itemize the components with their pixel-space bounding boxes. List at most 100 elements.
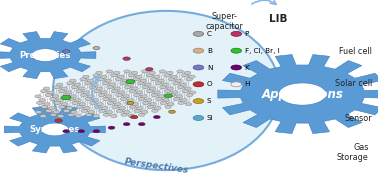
Polygon shape xyxy=(32,49,59,62)
Circle shape xyxy=(147,105,153,108)
Ellipse shape xyxy=(53,11,280,170)
Circle shape xyxy=(66,107,73,110)
Circle shape xyxy=(174,98,180,101)
Circle shape xyxy=(88,111,95,114)
Circle shape xyxy=(173,82,179,85)
Circle shape xyxy=(112,105,118,108)
Text: S: S xyxy=(207,98,211,104)
Circle shape xyxy=(145,83,152,86)
Circle shape xyxy=(48,91,54,94)
Circle shape xyxy=(80,78,87,81)
Text: Gas
Storage: Gas Storage xyxy=(337,143,369,162)
Circle shape xyxy=(41,105,48,108)
Circle shape xyxy=(124,111,130,114)
Circle shape xyxy=(57,99,64,102)
Circle shape xyxy=(103,113,110,116)
Circle shape xyxy=(88,95,94,98)
Text: Si: Si xyxy=(207,115,214,121)
Circle shape xyxy=(177,70,183,73)
Circle shape xyxy=(231,48,242,53)
Circle shape xyxy=(35,111,42,114)
Circle shape xyxy=(169,94,175,97)
Circle shape xyxy=(79,87,85,90)
Circle shape xyxy=(168,78,175,81)
Text: Perspectives: Perspectives xyxy=(124,157,190,175)
Circle shape xyxy=(56,83,63,86)
Circle shape xyxy=(138,123,145,126)
Circle shape xyxy=(76,105,83,108)
Text: Super-
capacitor: Super- capacitor xyxy=(206,12,244,31)
Circle shape xyxy=(152,109,158,112)
Circle shape xyxy=(65,91,72,94)
Circle shape xyxy=(149,71,155,74)
Circle shape xyxy=(93,115,99,118)
Circle shape xyxy=(123,95,130,98)
Circle shape xyxy=(120,98,127,101)
Circle shape xyxy=(164,74,170,77)
Text: Applications: Applications xyxy=(262,88,343,101)
Circle shape xyxy=(146,74,153,77)
Circle shape xyxy=(108,126,115,129)
Circle shape xyxy=(132,103,139,106)
Circle shape xyxy=(84,82,91,85)
Circle shape xyxy=(193,82,204,87)
Circle shape xyxy=(123,123,130,126)
Circle shape xyxy=(193,65,204,70)
Text: H: H xyxy=(245,81,250,87)
Circle shape xyxy=(180,83,187,86)
Circle shape xyxy=(122,79,129,82)
Circle shape xyxy=(132,87,138,90)
Circle shape xyxy=(138,113,145,116)
Text: F, Cl, Br, I: F, Cl, Br, I xyxy=(245,48,279,54)
Circle shape xyxy=(101,75,107,78)
Circle shape xyxy=(57,115,64,118)
Circle shape xyxy=(165,105,171,108)
Circle shape xyxy=(133,78,139,81)
Circle shape xyxy=(54,101,61,105)
Circle shape xyxy=(53,95,59,98)
Circle shape xyxy=(114,87,121,90)
Circle shape xyxy=(140,79,147,82)
Circle shape xyxy=(186,78,192,81)
Circle shape xyxy=(193,48,204,53)
Circle shape xyxy=(169,110,175,113)
Circle shape xyxy=(81,109,87,112)
Text: Properties: Properties xyxy=(20,51,71,60)
Circle shape xyxy=(193,99,204,104)
Circle shape xyxy=(167,87,174,90)
Circle shape xyxy=(62,103,68,106)
Circle shape xyxy=(186,94,193,97)
Circle shape xyxy=(75,99,81,102)
Circle shape xyxy=(129,74,135,77)
Circle shape xyxy=(154,91,161,94)
Circle shape xyxy=(62,50,70,53)
Circle shape xyxy=(111,74,117,77)
Circle shape xyxy=(177,86,184,89)
Circle shape xyxy=(163,99,170,102)
Circle shape xyxy=(125,101,132,105)
Circle shape xyxy=(93,130,100,133)
Circle shape xyxy=(71,111,77,114)
Circle shape xyxy=(126,79,135,84)
Circle shape xyxy=(128,115,135,118)
Circle shape xyxy=(158,79,164,82)
Circle shape xyxy=(184,71,191,74)
Circle shape xyxy=(160,86,166,89)
Circle shape xyxy=(182,90,189,93)
Circle shape xyxy=(92,83,98,86)
Circle shape xyxy=(83,91,90,94)
Circle shape xyxy=(163,83,169,86)
Circle shape xyxy=(181,99,187,102)
Circle shape xyxy=(153,115,160,119)
Circle shape xyxy=(189,91,196,94)
Circle shape xyxy=(156,98,162,101)
Circle shape xyxy=(146,99,152,102)
Circle shape xyxy=(141,95,147,98)
Circle shape xyxy=(128,99,134,102)
Text: B: B xyxy=(207,48,212,54)
Circle shape xyxy=(153,75,160,78)
Circle shape xyxy=(50,98,56,101)
Text: Sensor: Sensor xyxy=(345,114,372,123)
Circle shape xyxy=(141,70,148,73)
Circle shape xyxy=(63,109,70,112)
